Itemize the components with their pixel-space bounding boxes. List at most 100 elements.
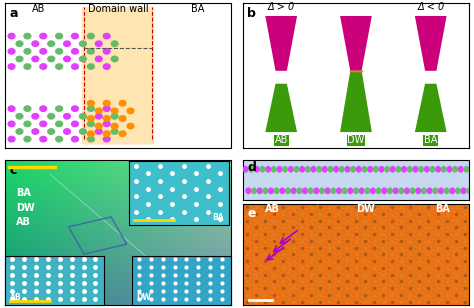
Circle shape bbox=[72, 49, 78, 54]
Circle shape bbox=[328, 167, 333, 172]
Circle shape bbox=[56, 33, 63, 39]
Circle shape bbox=[87, 136, 94, 142]
Circle shape bbox=[453, 167, 457, 172]
Circle shape bbox=[393, 188, 398, 193]
Text: DW: DW bbox=[347, 135, 365, 145]
Circle shape bbox=[80, 41, 86, 47]
Text: BA: BA bbox=[191, 4, 204, 14]
Circle shape bbox=[286, 188, 290, 193]
Circle shape bbox=[119, 100, 126, 106]
Text: Domain wall: Domain wall bbox=[88, 4, 148, 14]
Circle shape bbox=[16, 41, 23, 47]
Circle shape bbox=[80, 56, 86, 62]
Circle shape bbox=[430, 167, 435, 172]
Circle shape bbox=[87, 64, 94, 69]
Circle shape bbox=[408, 167, 412, 172]
Circle shape bbox=[317, 167, 321, 172]
Circle shape bbox=[436, 167, 440, 172]
Circle shape bbox=[263, 188, 268, 193]
Circle shape bbox=[322, 167, 327, 172]
Text: AB: AB bbox=[16, 217, 31, 227]
Circle shape bbox=[283, 167, 287, 172]
Circle shape bbox=[56, 121, 63, 127]
Circle shape bbox=[87, 100, 94, 106]
Circle shape bbox=[87, 33, 94, 39]
Polygon shape bbox=[415, 84, 447, 132]
Circle shape bbox=[32, 114, 39, 119]
Circle shape bbox=[269, 188, 273, 193]
Circle shape bbox=[8, 49, 15, 54]
Circle shape bbox=[289, 167, 293, 172]
Circle shape bbox=[72, 121, 78, 127]
Circle shape bbox=[103, 49, 110, 54]
Circle shape bbox=[306, 167, 310, 172]
Circle shape bbox=[103, 100, 110, 106]
Circle shape bbox=[103, 33, 110, 39]
Circle shape bbox=[111, 114, 118, 119]
Circle shape bbox=[16, 56, 23, 62]
Circle shape bbox=[314, 188, 319, 193]
Circle shape bbox=[425, 167, 429, 172]
Circle shape bbox=[80, 114, 86, 119]
Circle shape bbox=[95, 129, 102, 134]
Text: BA: BA bbox=[16, 188, 31, 198]
Circle shape bbox=[292, 188, 296, 193]
Circle shape bbox=[111, 123, 118, 129]
Text: e: e bbox=[247, 207, 255, 220]
Circle shape bbox=[450, 188, 455, 193]
Circle shape bbox=[8, 136, 15, 142]
Circle shape bbox=[24, 33, 31, 39]
Circle shape bbox=[87, 49, 94, 54]
Circle shape bbox=[72, 136, 78, 142]
Circle shape bbox=[374, 167, 378, 172]
Text: a: a bbox=[9, 7, 18, 20]
Circle shape bbox=[95, 108, 102, 114]
Text: b: b bbox=[247, 7, 256, 20]
Circle shape bbox=[456, 188, 460, 193]
Circle shape bbox=[87, 131, 94, 136]
Text: BA: BA bbox=[435, 204, 450, 214]
Circle shape bbox=[24, 49, 31, 54]
Circle shape bbox=[95, 56, 102, 62]
Circle shape bbox=[391, 167, 395, 172]
Circle shape bbox=[32, 41, 39, 47]
Circle shape bbox=[8, 121, 15, 127]
Circle shape bbox=[458, 167, 463, 172]
Circle shape bbox=[416, 188, 420, 193]
Circle shape bbox=[56, 136, 63, 142]
Circle shape bbox=[119, 116, 126, 121]
Circle shape bbox=[40, 136, 46, 142]
Circle shape bbox=[56, 106, 63, 111]
Circle shape bbox=[325, 188, 330, 193]
Circle shape bbox=[48, 114, 55, 119]
Text: AB: AB bbox=[265, 204, 280, 214]
Circle shape bbox=[24, 136, 31, 142]
Circle shape bbox=[111, 108, 118, 114]
Text: d: d bbox=[247, 161, 256, 174]
Circle shape bbox=[72, 106, 78, 111]
Circle shape bbox=[95, 114, 102, 119]
Polygon shape bbox=[340, 16, 372, 71]
Circle shape bbox=[331, 188, 336, 193]
Circle shape bbox=[274, 188, 279, 193]
Circle shape bbox=[388, 188, 392, 193]
Circle shape bbox=[402, 167, 406, 172]
Text: AB: AB bbox=[274, 135, 288, 145]
Circle shape bbox=[365, 188, 370, 193]
Circle shape bbox=[348, 188, 353, 193]
Circle shape bbox=[342, 188, 347, 193]
Circle shape bbox=[103, 136, 110, 142]
Circle shape bbox=[311, 167, 316, 172]
Circle shape bbox=[351, 167, 356, 172]
Circle shape bbox=[379, 167, 384, 172]
Circle shape bbox=[8, 33, 15, 39]
Circle shape bbox=[111, 41, 118, 47]
Circle shape bbox=[334, 167, 338, 172]
Circle shape bbox=[16, 129, 23, 134]
Circle shape bbox=[297, 188, 301, 193]
Circle shape bbox=[40, 33, 46, 39]
Circle shape bbox=[362, 167, 367, 172]
Circle shape bbox=[447, 167, 452, 172]
Circle shape bbox=[246, 188, 251, 193]
Text: Δ < 0: Δ < 0 bbox=[417, 2, 444, 11]
